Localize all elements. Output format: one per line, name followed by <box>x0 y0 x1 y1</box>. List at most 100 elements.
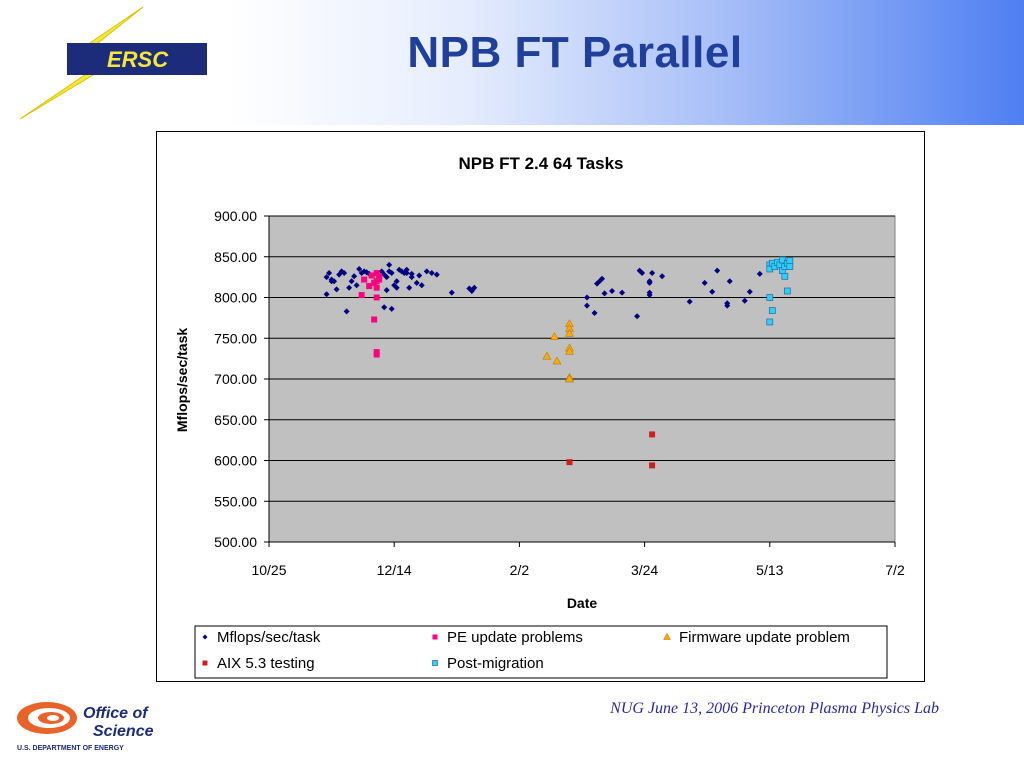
data-point <box>376 276 383 283</box>
data-point <box>448 289 455 296</box>
data-point <box>686 298 693 305</box>
x-tick-label: 3/24 <box>631 562 658 578</box>
data-point <box>358 270 365 277</box>
legend-marker <box>663 633 671 640</box>
data-point <box>701 279 708 286</box>
x-tick-label: 5/13 <box>756 562 783 578</box>
science-label: Science <box>93 723 154 740</box>
data-point <box>649 270 656 277</box>
data-point <box>413 279 420 286</box>
data-point <box>649 462 656 469</box>
x-tick-label: 10/25 <box>251 562 286 578</box>
x-axis-label: Date <box>567 595 598 611</box>
data-point <box>756 270 763 277</box>
data-point <box>323 274 330 281</box>
y-tick-label: 850.00 <box>214 249 257 265</box>
data-point <box>388 270 395 277</box>
data-point <box>724 302 731 309</box>
data-point <box>348 278 355 285</box>
data-point <box>326 270 333 277</box>
data-point <box>714 267 721 274</box>
y-axis-label: Mflops/sec/task <box>174 328 190 432</box>
y-tick-label: 800.00 <box>214 290 257 306</box>
doe-swirl-icon <box>17 702 77 734</box>
data-points <box>323 256 794 469</box>
data-point <box>376 273 383 280</box>
data-point <box>599 275 606 282</box>
y-tick-label: 900.00 <box>214 208 257 224</box>
legend-label: Mflops/sec/task <box>217 629 321 646</box>
data-point <box>741 297 748 304</box>
y-tick-label: 500.00 <box>214 534 257 550</box>
nersc-logo-box <box>67 43 207 75</box>
data-point <box>371 316 378 323</box>
doe-label: U.S. DEPARTMENT OF ENERGY <box>17 745 124 752</box>
data-point <box>361 276 368 283</box>
legend-label: PE update problems <box>447 629 583 646</box>
data-point <box>649 431 656 438</box>
x-tick-label: 7/2 <box>885 562 905 578</box>
data-point <box>584 294 591 301</box>
data-point <box>333 286 340 293</box>
data-point <box>373 351 380 358</box>
data-point <box>356 265 363 272</box>
data-point <box>346 284 353 291</box>
data-point <box>550 332 559 340</box>
slide-title: NPB FT Parallel <box>407 28 743 77</box>
data-point <box>388 305 395 312</box>
data-point <box>403 266 410 273</box>
data-point <box>565 328 574 337</box>
data-point <box>408 270 415 277</box>
x-tick-label: 12/14 <box>377 562 412 578</box>
data-point <box>591 309 598 316</box>
data-point <box>566 459 573 466</box>
data-point <box>383 274 390 281</box>
legend: Mflops/sec/task PE update problems Firmwar… <box>202 629 850 672</box>
legend-marker <box>432 660 438 666</box>
data-point <box>552 356 562 365</box>
data-point <box>391 282 398 289</box>
data-point <box>636 267 643 274</box>
footer-caption: NUG June 13, 2006 Princeton Plasma Physi… <box>610 700 939 717</box>
data-point <box>433 271 440 278</box>
y-tick-label: 700.00 <box>214 371 257 387</box>
y-tick-label: 600.00 <box>214 453 257 469</box>
data-point <box>565 346 574 355</box>
data-point <box>659 273 666 280</box>
data-point <box>783 287 791 295</box>
data-point <box>418 282 425 289</box>
data-point <box>781 272 789 280</box>
data-point <box>323 291 330 298</box>
nersc-logo: ERSC <box>19 6 207 120</box>
data-point <box>565 374 574 383</box>
data-point <box>393 278 400 285</box>
data-point <box>373 270 380 277</box>
data-point <box>406 284 413 291</box>
data-point <box>746 288 753 295</box>
data-point <box>468 287 475 294</box>
data-point <box>768 307 776 314</box>
data-point <box>786 257 794 265</box>
data-point <box>341 270 348 277</box>
y-tick-label: 550.00 <box>214 493 257 509</box>
chart-frame: NPB FT 2.4 64 Tasks 500.00 550.00 600.00 65… <box>156 131 925 682</box>
x-axis-ticks: 10/25 12/14 2/2 3/24 5/13 7/2 <box>251 542 905 578</box>
data-point <box>428 270 435 277</box>
data-point <box>584 302 591 309</box>
data-point <box>766 318 774 326</box>
office-of-label: Office of <box>83 705 149 722</box>
y-tick-label: 750.00 <box>214 330 257 346</box>
data-point <box>373 284 380 291</box>
data-point <box>373 294 380 301</box>
data-point <box>351 273 358 280</box>
data-point <box>368 272 375 279</box>
nersc-logo-text: ERSC <box>107 47 169 72</box>
legend-marker <box>432 634 438 640</box>
gridlines <box>269 215 895 502</box>
legend-marker <box>202 660 208 666</box>
data-point <box>366 283 373 290</box>
legend-label: Firmware update problem <box>679 629 850 646</box>
data-point <box>601 290 608 297</box>
data-point <box>766 294 774 301</box>
data-point <box>353 282 360 289</box>
